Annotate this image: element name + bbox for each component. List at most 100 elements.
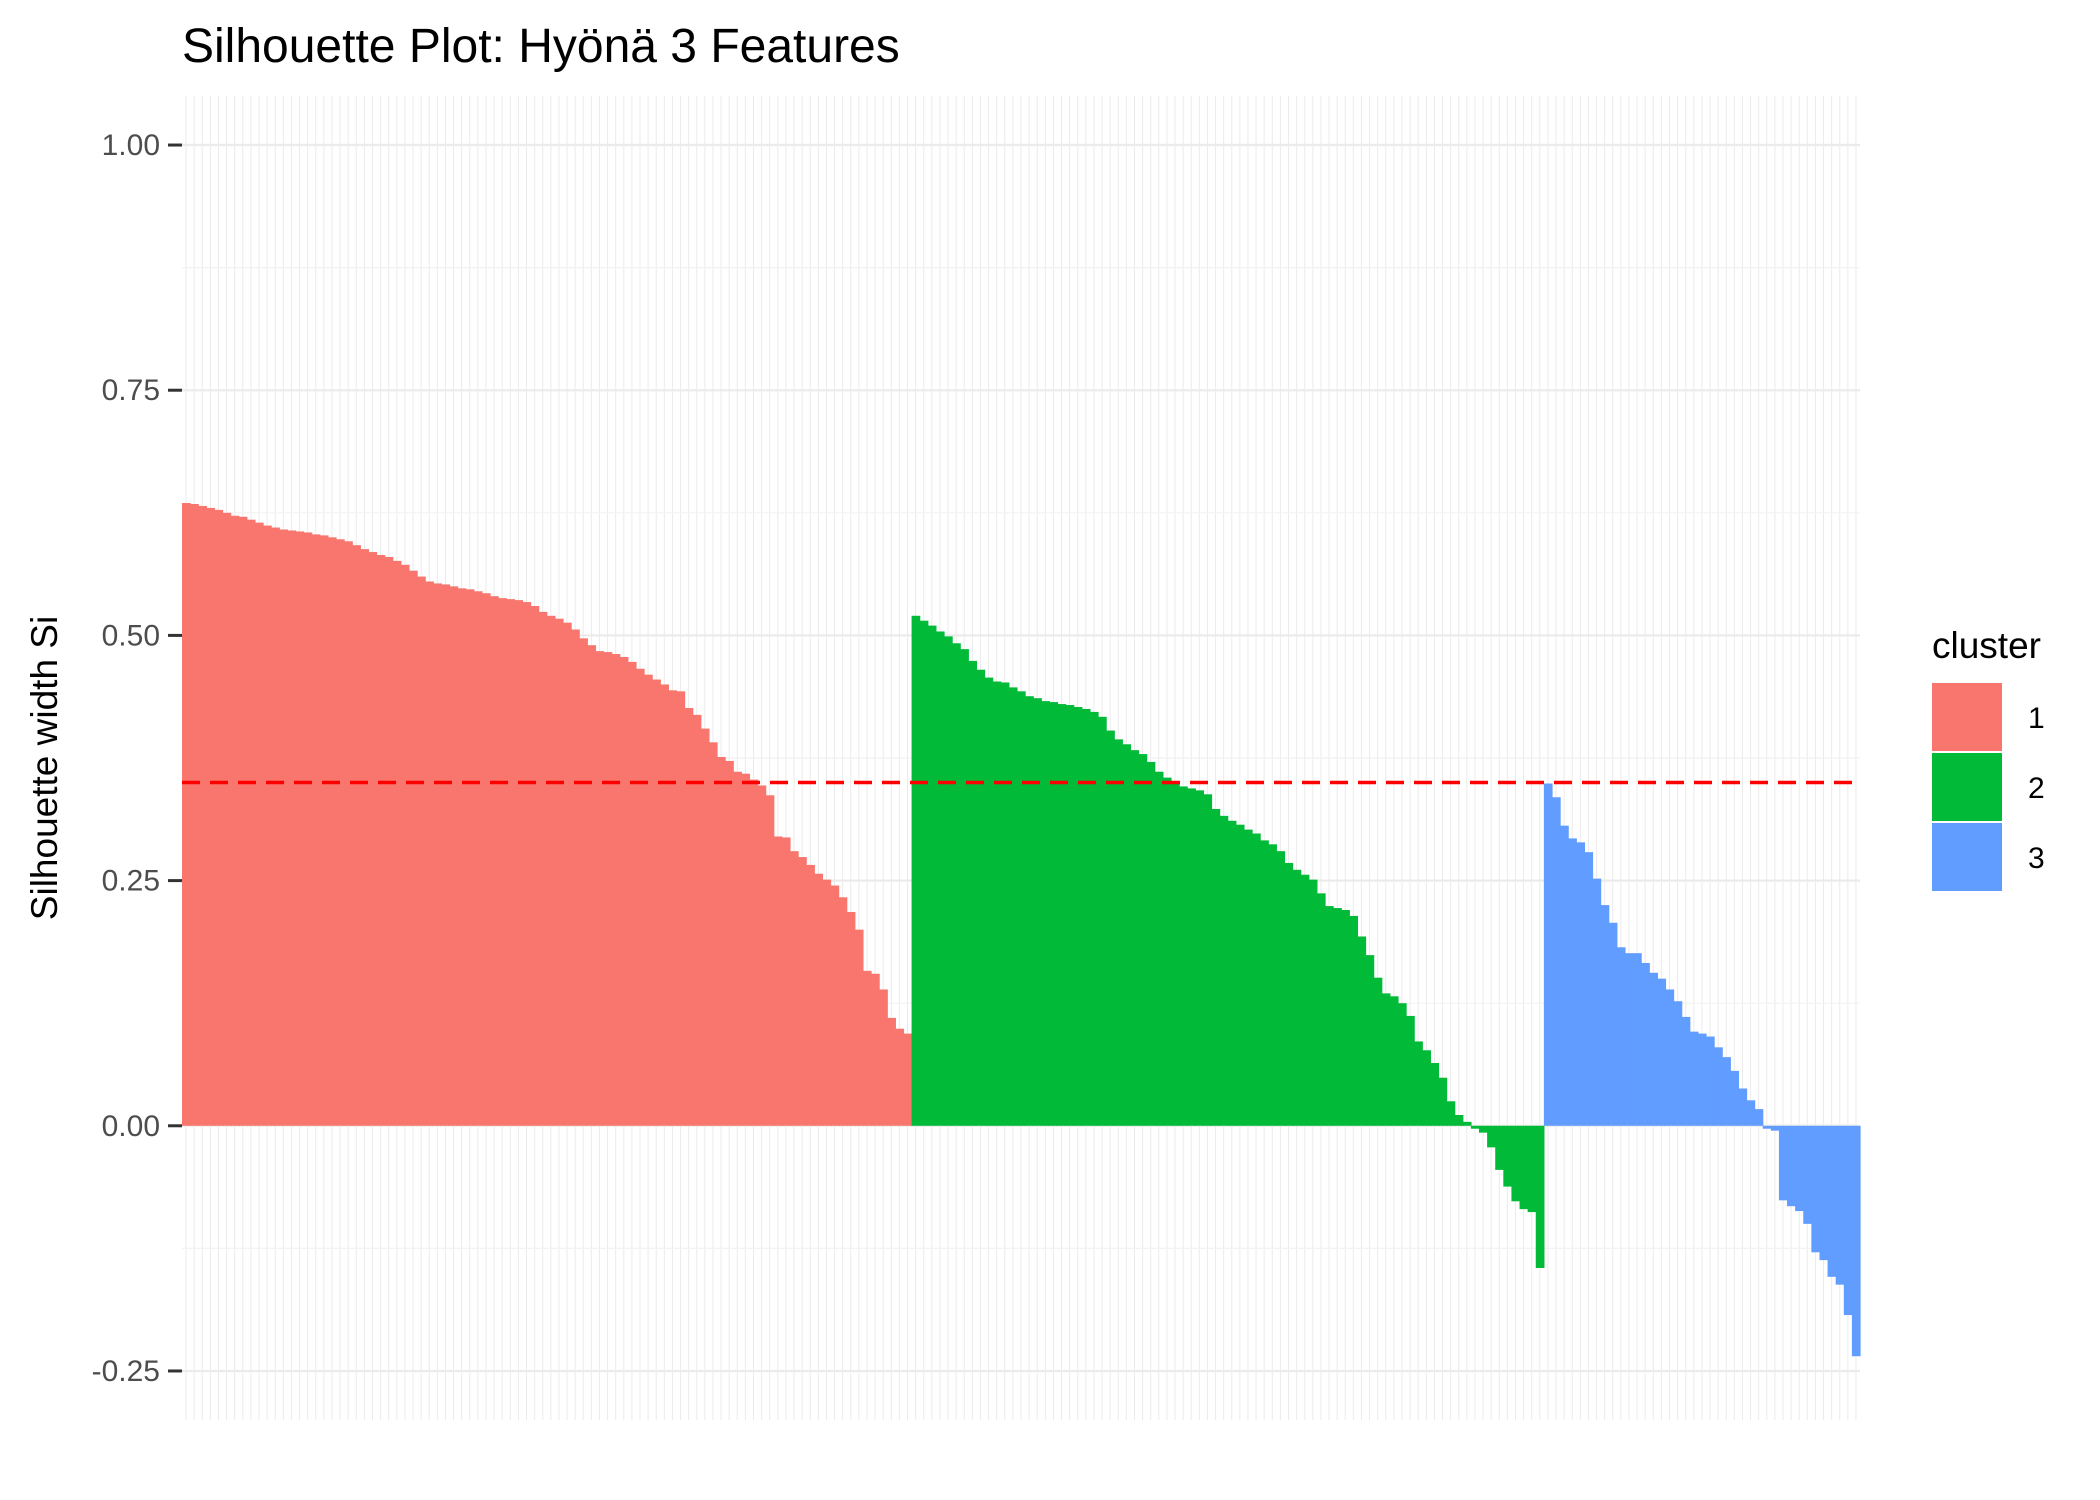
bar-cluster-2 [1227,820,1237,1126]
bar-cluster-1 [571,629,580,1126]
bar-cluster-2 [1130,750,1140,1126]
bar-cluster-2 [927,625,937,1126]
bar-cluster-1 [846,911,856,1126]
bar-cluster-3 [1754,1109,1764,1126]
bar-cluster-1 [652,679,661,1126]
bar-cluster-2 [1252,833,1261,1126]
y-tick-label: 0.75 [102,374,160,407]
bar-cluster-2 [1292,869,1302,1126]
bar-cluster-1 [789,851,799,1126]
bar-cluster-3 [1803,1125,1812,1224]
bar-cluster-2 [1487,1125,1496,1148]
bar-cluster-2 [1016,691,1026,1126]
bar-cluster-2 [1114,739,1123,1126]
chart-title: Silhouette Plot: Hyönä 3 Features [182,20,900,73]
bar-cluster-1 [563,622,572,1126]
bar-cluster-1 [230,515,240,1126]
bar-cluster-2 [1106,730,1115,1126]
bar-cluster-1 [765,795,775,1126]
bar-cluster-1 [238,516,248,1126]
bar-cluster-2 [1260,840,1269,1126]
bar-cluster-3 [1778,1125,1788,1201]
bars-group [182,503,1861,1357]
bar-cluster-1 [814,873,823,1126]
bar-cluster-2 [1438,1077,1448,1126]
bar-cluster-1 [838,897,848,1126]
bar-cluster-1 [871,973,880,1126]
bar-cluster-2 [1284,862,1294,1126]
bar-cluster-1 [408,570,418,1126]
bar-cluster-2 [1430,1063,1440,1126]
bar-cluster-1 [222,512,232,1126]
bar-cluster-1 [587,645,597,1126]
bar-cluster-2 [1081,708,1091,1126]
y-tick-label: 0.25 [102,865,160,898]
bar-cluster-1 [530,605,540,1126]
bar-cluster-1 [490,596,499,1126]
bar-cluster-1 [830,885,840,1126]
bar-cluster-2 [1365,955,1375,1126]
bar-cluster-1 [400,564,410,1126]
bar-cluster-1 [327,537,337,1126]
bar-cluster-2 [1535,1125,1545,1268]
bar-cluster-1 [514,600,524,1126]
bar-cluster-1 [506,599,515,1126]
bar-cluster-2 [1381,993,1391,1126]
bar-cluster-1 [319,535,329,1126]
bar-cluster-2 [1008,687,1018,1126]
bar-cluster-2 [1146,761,1156,1126]
bar-cluster-2 [1406,1015,1415,1126]
bar-cluster-1 [279,529,288,1126]
bar-cluster-1 [708,742,718,1126]
bar-cluster-2 [1308,879,1318,1126]
bar-cluster-3 [1689,1031,1699,1126]
bar-cluster-1 [368,552,378,1126]
bar-cluster-1 [798,857,807,1126]
bar-cluster-2 [1243,829,1253,1126]
bar-cluster-2 [1333,908,1342,1126]
bar-cluster-1 [198,505,207,1126]
y-tick-label: 0.00 [102,1110,160,1143]
bar-cluster-2 [1357,936,1367,1126]
bar-cluster-3 [1819,1125,1829,1261]
bar-cluster-3 [1705,1036,1715,1126]
bar-cluster-1 [741,773,751,1126]
bar-cluster-3 [1827,1125,1837,1277]
bar-cluster-1 [433,583,442,1126]
bar-cluster-3 [1584,852,1594,1126]
y-tick-label: 1.00 [102,129,160,162]
bar-cluster-2 [1527,1125,1537,1213]
bar-cluster-2 [943,636,953,1126]
bar-cluster-2 [911,615,921,1126]
bar-cluster-3 [1649,972,1658,1126]
bar-cluster-1 [271,527,280,1126]
bar-cluster-3 [1543,783,1553,1126]
bar-cluster-3 [1592,878,1602,1126]
legend: cluster 1 2 3 [1932,625,2045,891]
bar-cluster-1 [254,522,264,1126]
bar-cluster-2 [1300,874,1310,1126]
bar-cluster-2 [1519,1125,1529,1210]
bar-cluster-3 [1616,947,1626,1126]
bar-cluster-2 [1057,704,1067,1126]
bar-cluster-1 [473,591,483,1126]
legend-label-3: 3 [2028,842,2045,875]
bar-cluster-1 [579,638,588,1126]
bar-cluster-2 [1170,783,1180,1126]
bar-cluster-3 [1665,989,1675,1126]
bar-cluster-2 [919,620,929,1126]
bar-cluster-2 [960,649,969,1126]
bar-cluster-3 [1697,1033,1707,1126]
bar-cluster-2 [1162,777,1172,1126]
bar-cluster-1 [206,507,216,1126]
bar-cluster-2 [1049,702,1059,1126]
bar-cluster-1 [644,674,653,1126]
bar-cluster-2 [1414,1041,1423,1126]
bar-cluster-2 [1389,996,1399,1126]
legend-title: cluster [1932,625,2041,666]
bar-cluster-1 [668,690,678,1126]
bar-cluster-1 [449,586,459,1126]
bar-cluster-2 [1397,1003,1407,1126]
bar-cluster-1 [425,581,434,1126]
bar-cluster-3 [1835,1125,1845,1285]
